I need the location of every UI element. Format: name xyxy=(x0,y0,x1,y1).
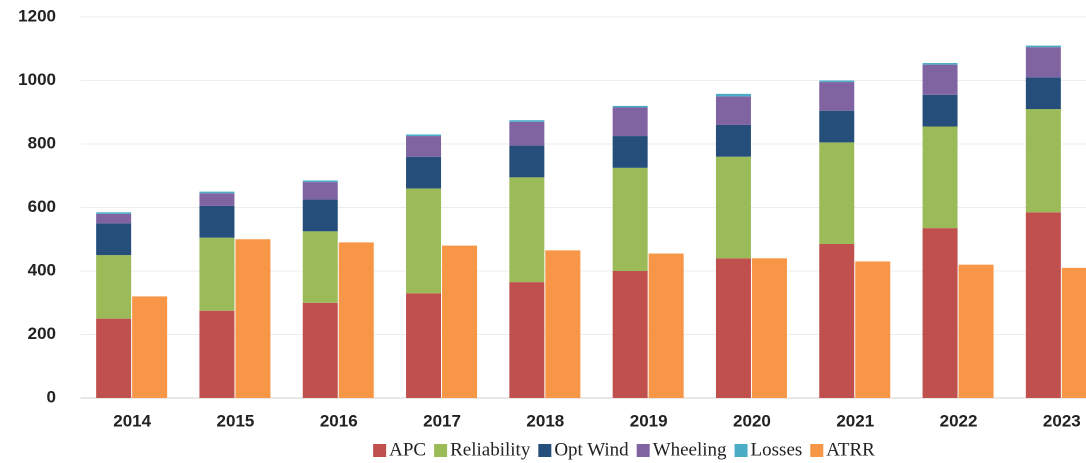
bar xyxy=(715,156,751,259)
x-tick-label: 2020 xyxy=(733,411,771,430)
bar xyxy=(612,167,648,271)
bar xyxy=(302,199,338,232)
legend-swatch xyxy=(810,444,824,457)
bar xyxy=(612,105,648,108)
legend-label: Opt Wind xyxy=(554,439,629,460)
bar xyxy=(406,293,442,398)
x-tick-label: 2021 xyxy=(836,411,874,430)
y-tick-label: 800 xyxy=(28,133,56,152)
bar xyxy=(819,110,855,143)
bar xyxy=(922,126,958,229)
bar xyxy=(1025,212,1061,398)
legend-swatch xyxy=(734,444,748,457)
bar xyxy=(855,261,891,398)
x-tick-label: 2015 xyxy=(217,411,255,430)
bar xyxy=(819,82,855,111)
bar xyxy=(922,64,958,95)
x-tick-label: 2016 xyxy=(320,411,358,430)
bar xyxy=(199,205,235,238)
bar xyxy=(922,63,958,65)
legend-swatch xyxy=(373,444,387,457)
bar xyxy=(1061,267,1086,398)
bar xyxy=(96,213,132,224)
bar xyxy=(509,282,545,398)
bar xyxy=(922,228,958,398)
bar xyxy=(132,296,168,398)
bar xyxy=(509,121,545,146)
bar xyxy=(612,136,648,168)
y-tick-label: 0 xyxy=(47,387,56,406)
bar xyxy=(715,96,751,125)
legend-swatch xyxy=(538,444,552,457)
x-tick-label: 2023 xyxy=(1043,411,1081,430)
bar xyxy=(96,212,132,214)
bar xyxy=(338,242,374,398)
bar xyxy=(96,223,132,256)
bar xyxy=(648,253,684,398)
legend-swatch xyxy=(434,444,448,457)
bar xyxy=(406,134,442,137)
bar xyxy=(1025,77,1061,110)
bar xyxy=(235,239,271,398)
bar xyxy=(406,188,442,294)
x-tick-label: 2022 xyxy=(940,411,978,430)
bar xyxy=(958,264,994,398)
y-tick-label: 1200 xyxy=(18,6,56,25)
bar xyxy=(1025,109,1061,213)
y-tick-label: 1000 xyxy=(18,70,56,89)
bar xyxy=(715,93,751,97)
bar xyxy=(715,124,751,157)
bar xyxy=(302,231,338,303)
bar xyxy=(612,271,648,398)
bar xyxy=(406,136,442,157)
bar xyxy=(509,120,545,122)
bar xyxy=(442,245,478,398)
bar xyxy=(199,237,235,311)
bar xyxy=(199,193,235,206)
bar xyxy=(199,191,235,194)
y-tick-label: 600 xyxy=(28,197,56,216)
bar xyxy=(509,145,545,178)
bar xyxy=(302,302,338,398)
x-tick-label: 2018 xyxy=(526,411,564,430)
y-tick-label: 400 xyxy=(28,260,56,279)
bar xyxy=(1025,45,1061,48)
bar xyxy=(612,107,648,137)
legend-swatch xyxy=(636,444,650,457)
bar xyxy=(545,250,581,398)
y-tick-label: 200 xyxy=(28,324,56,343)
bar xyxy=(509,177,545,283)
bar xyxy=(751,258,787,398)
x-tick-label: 2014 xyxy=(113,411,151,430)
bar xyxy=(1025,47,1061,78)
bar xyxy=(302,180,338,183)
legend-label: APC xyxy=(389,439,426,460)
bar xyxy=(715,258,751,398)
bar xyxy=(199,310,235,398)
legend-label: ATRR xyxy=(826,439,875,460)
legend-label: Wheeling xyxy=(653,439,727,460)
bar xyxy=(819,142,855,245)
bar xyxy=(406,156,442,189)
bar xyxy=(96,318,132,398)
legend-label: Reliability xyxy=(450,439,531,460)
bar xyxy=(819,244,855,398)
bar xyxy=(302,182,338,200)
bar xyxy=(96,255,132,319)
legend-label: Losses xyxy=(751,439,803,460)
bar xyxy=(922,94,958,127)
x-tick-label: 2017 xyxy=(423,411,461,430)
x-tick-label: 2019 xyxy=(630,411,668,430)
bar xyxy=(819,80,855,83)
